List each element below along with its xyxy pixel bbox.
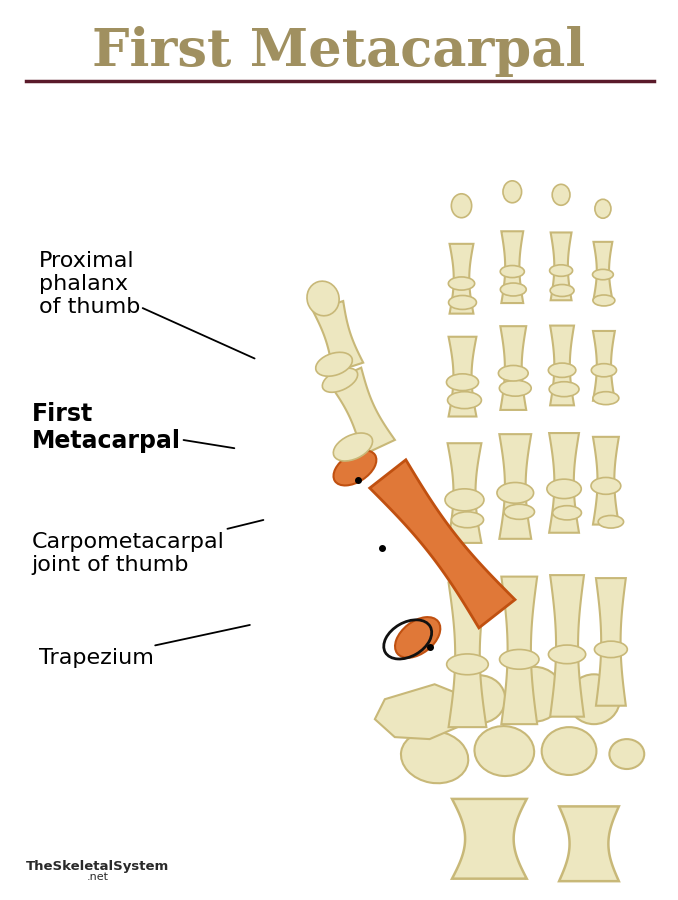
Ellipse shape	[447, 392, 481, 409]
Polygon shape	[370, 460, 515, 628]
Ellipse shape	[547, 479, 581, 499]
Ellipse shape	[568, 674, 620, 725]
Ellipse shape	[549, 382, 579, 397]
Ellipse shape	[445, 489, 484, 511]
Polygon shape	[499, 434, 531, 539]
Polygon shape	[550, 575, 584, 716]
Polygon shape	[596, 578, 626, 706]
Ellipse shape	[498, 365, 528, 381]
Ellipse shape	[550, 284, 574, 296]
Polygon shape	[329, 367, 395, 455]
Ellipse shape	[598, 516, 624, 528]
Ellipse shape	[500, 266, 524, 277]
Ellipse shape	[307, 281, 339, 316]
Polygon shape	[593, 436, 619, 525]
Ellipse shape	[591, 478, 621, 494]
Polygon shape	[593, 331, 615, 400]
Ellipse shape	[322, 368, 358, 392]
Text: First
Metacarpal: First Metacarpal	[32, 401, 235, 454]
Ellipse shape	[504, 504, 534, 519]
Ellipse shape	[595, 199, 611, 218]
Polygon shape	[501, 577, 537, 724]
Polygon shape	[593, 242, 612, 300]
Text: Carpometacarpal
joint of thumb: Carpometacarpal joint of thumb	[32, 520, 263, 575]
Polygon shape	[550, 326, 574, 405]
Ellipse shape	[593, 269, 614, 280]
Polygon shape	[452, 799, 527, 878]
Ellipse shape	[552, 184, 570, 205]
Polygon shape	[450, 244, 473, 313]
Ellipse shape	[610, 739, 644, 769]
Ellipse shape	[500, 283, 526, 296]
Ellipse shape	[452, 194, 472, 218]
Polygon shape	[551, 232, 572, 301]
Ellipse shape	[505, 667, 563, 722]
Ellipse shape	[448, 277, 475, 290]
Text: Proximal
phalanx
of thumb: Proximal phalanx of thumb	[39, 251, 255, 358]
Ellipse shape	[452, 512, 483, 527]
Text: .net: .net	[87, 872, 109, 882]
Ellipse shape	[500, 650, 539, 670]
Ellipse shape	[316, 352, 353, 376]
Ellipse shape	[549, 645, 586, 663]
Polygon shape	[559, 806, 619, 881]
Polygon shape	[501, 231, 523, 303]
Ellipse shape	[454, 675, 505, 724]
Polygon shape	[447, 443, 481, 543]
Ellipse shape	[550, 265, 573, 276]
Polygon shape	[375, 684, 460, 739]
Ellipse shape	[447, 654, 488, 675]
Polygon shape	[449, 337, 477, 417]
Ellipse shape	[449, 295, 477, 310]
Ellipse shape	[334, 433, 372, 461]
Ellipse shape	[591, 364, 616, 377]
Ellipse shape	[595, 641, 627, 658]
Ellipse shape	[395, 617, 440, 658]
Ellipse shape	[446, 374, 479, 391]
Text: Trapezium: Trapezium	[39, 625, 250, 668]
Polygon shape	[549, 433, 579, 533]
Ellipse shape	[593, 392, 619, 405]
Ellipse shape	[553, 506, 582, 520]
Ellipse shape	[549, 363, 576, 377]
Polygon shape	[313, 301, 363, 373]
Ellipse shape	[542, 727, 597, 775]
Ellipse shape	[593, 295, 615, 306]
Ellipse shape	[499, 380, 531, 396]
Ellipse shape	[475, 726, 534, 776]
Ellipse shape	[497, 482, 534, 503]
Polygon shape	[500, 326, 526, 410]
Ellipse shape	[401, 731, 468, 783]
Ellipse shape	[503, 181, 521, 202]
Polygon shape	[449, 582, 486, 727]
Text: First Metacarpal: First Metacarpal	[92, 26, 586, 76]
Text: TheSkeletalSystem: TheSkeletalSystem	[26, 860, 170, 873]
Ellipse shape	[334, 450, 376, 485]
